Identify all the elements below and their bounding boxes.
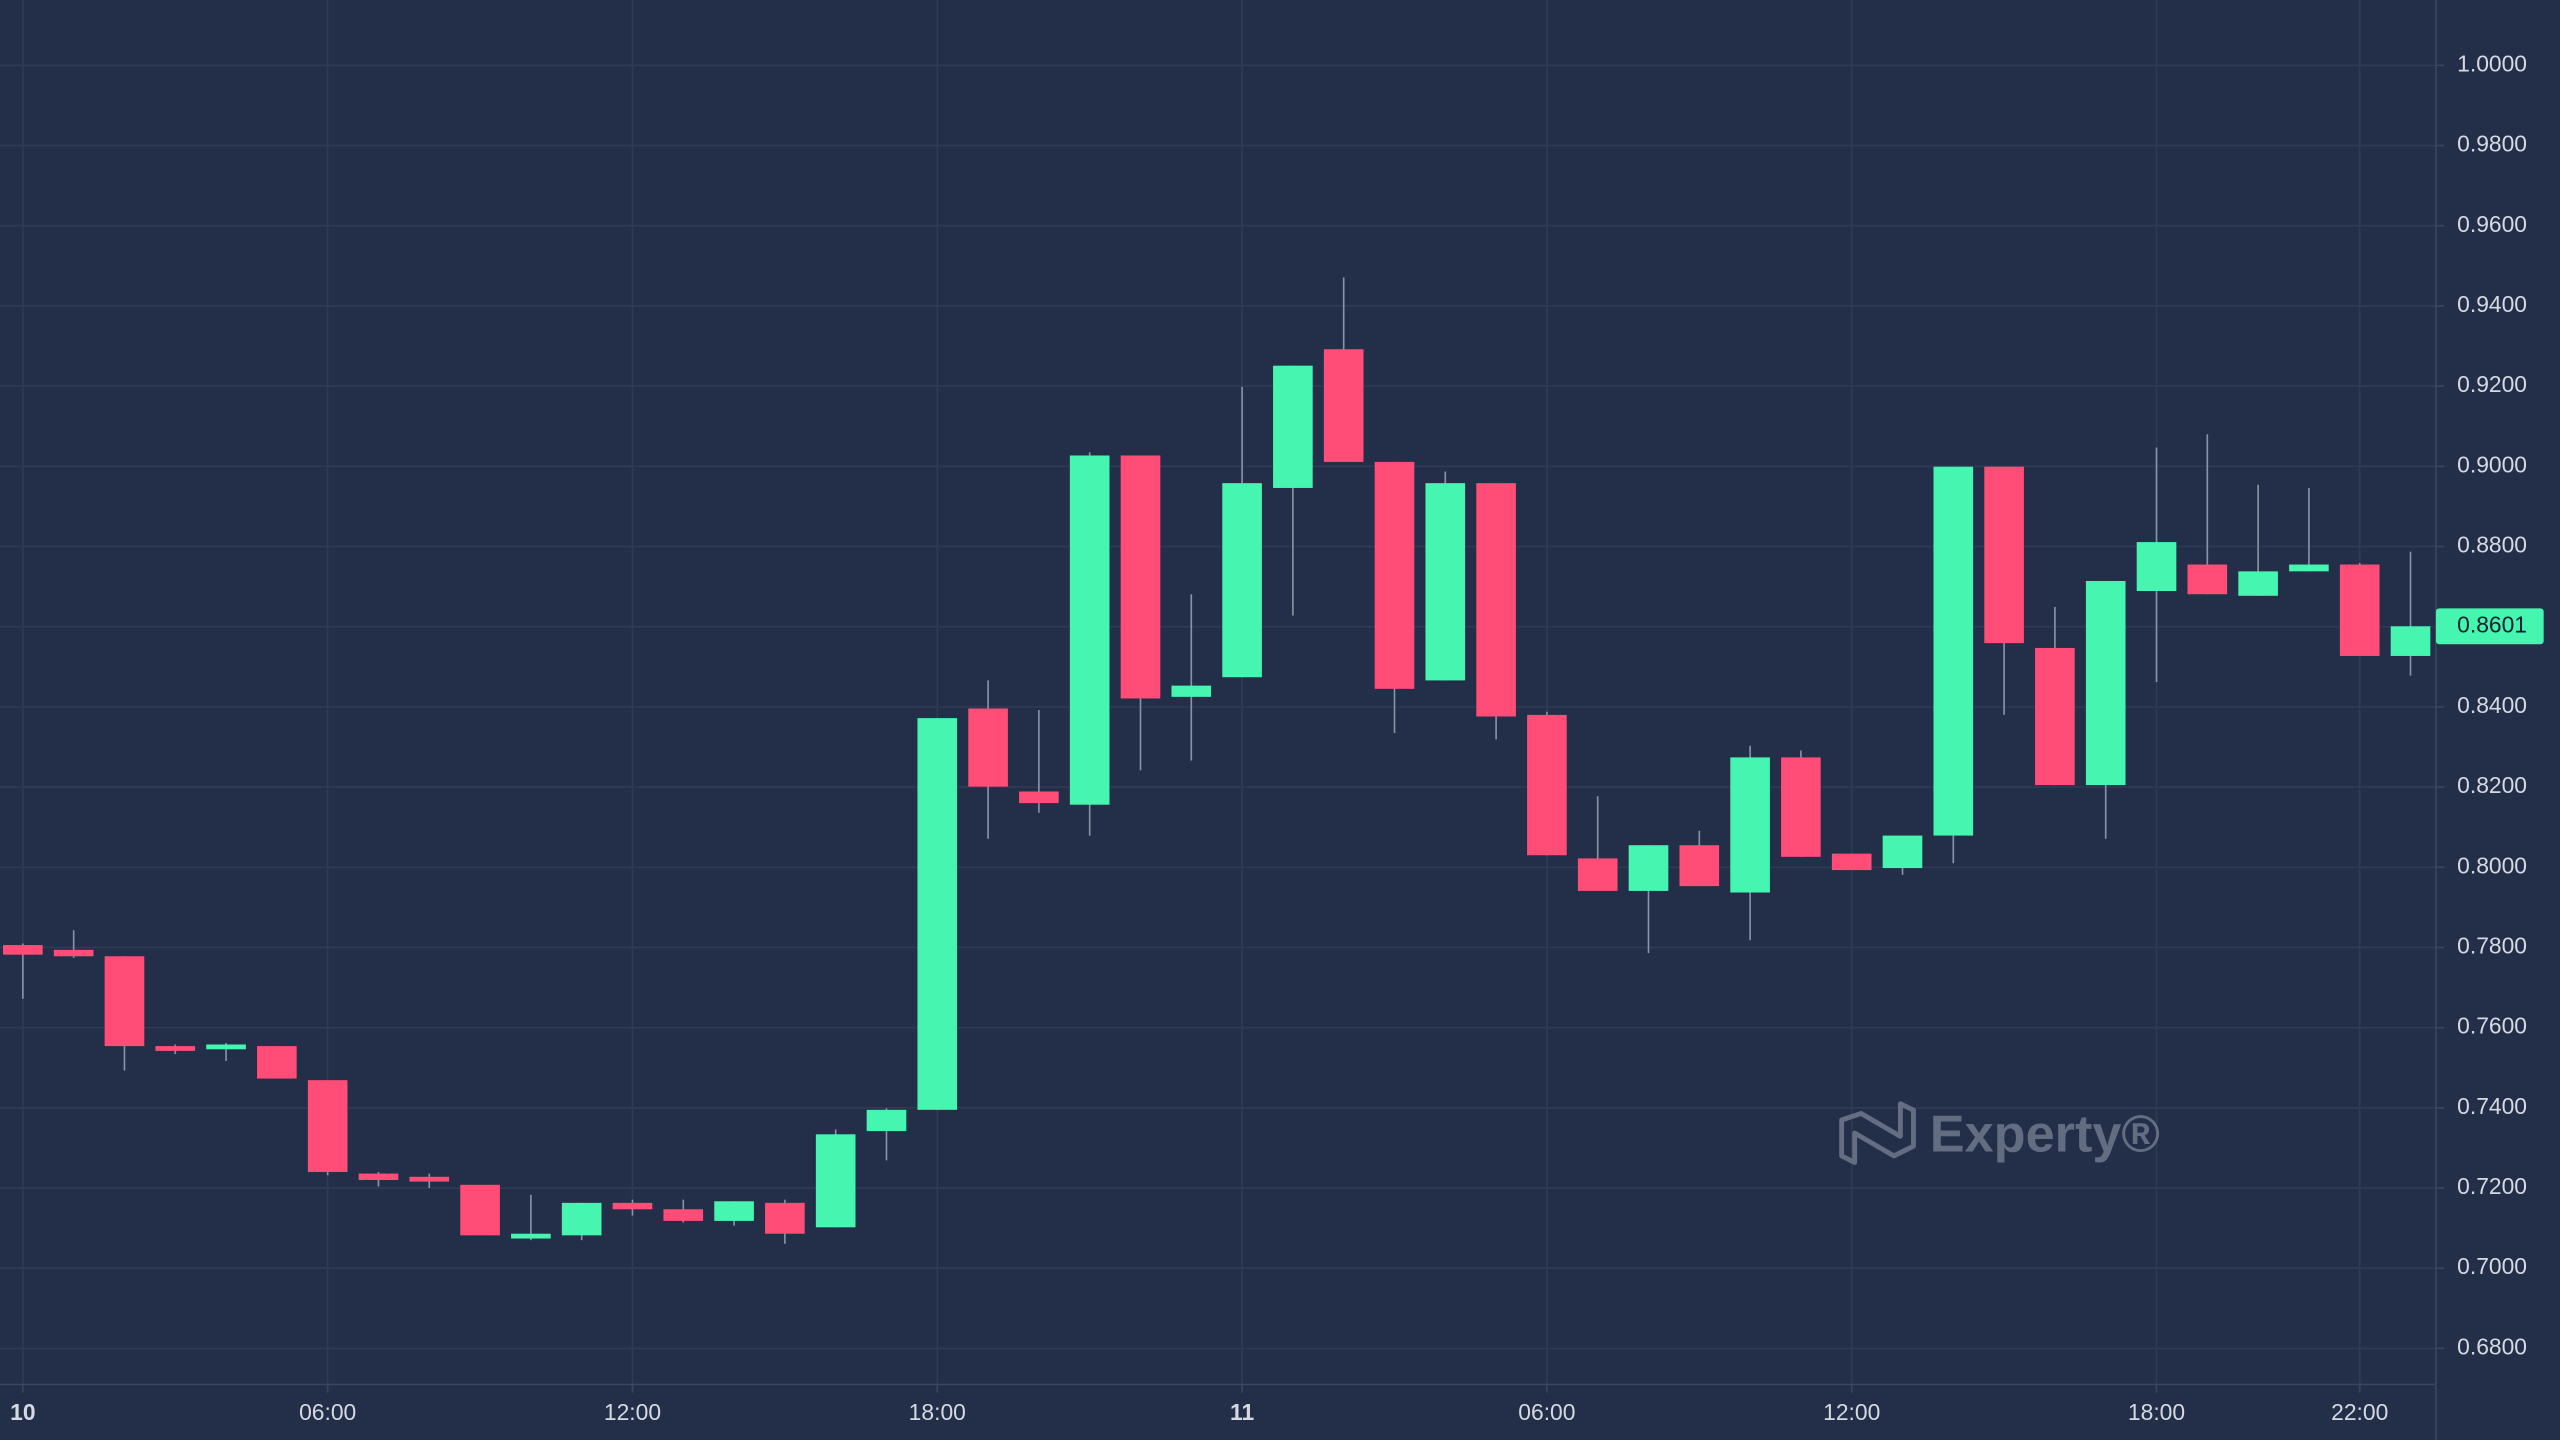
y-tick-label: 0.7400 bbox=[2457, 1093, 2527, 1119]
candle-body bbox=[1425, 483, 1466, 681]
candle-body bbox=[1577, 858, 1618, 891]
x-tick-label: 11 bbox=[1230, 1399, 1254, 1425]
y-tick-label: 0.9200 bbox=[2457, 371, 2527, 397]
candle-body bbox=[815, 1134, 856, 1228]
candles bbox=[3, 277, 2431, 1244]
candle-body bbox=[2289, 564, 2329, 572]
candle-body bbox=[206, 1044, 246, 1050]
candle-body bbox=[460, 1184, 500, 1236]
candle-body bbox=[511, 1233, 551, 1239]
candle-body bbox=[1069, 455, 1110, 805]
candle-body bbox=[561, 1202, 602, 1236]
candle-body bbox=[1527, 714, 1567, 856]
candle-body bbox=[2339, 564, 2380, 656]
last-price-tag bbox=[2435, 608, 2544, 645]
candle-body bbox=[1730, 757, 1770, 893]
candle-body bbox=[53, 949, 94, 957]
candle-body bbox=[2187, 564, 2228, 595]
last-price-label: 0.8601 bbox=[2457, 611, 2527, 637]
axes: 0.6800 0.7000 0.7200 0.7400 0.7600 0.7800 0.80… bbox=[10, 50, 2544, 1425]
candle-body bbox=[765, 1202, 805, 1234]
y-tick-label: 0.9600 bbox=[2457, 211, 2527, 237]
candle-body bbox=[2390, 626, 2431, 656]
candle-body bbox=[1933, 466, 1974, 836]
y-tick-label: 0.8800 bbox=[2457, 532, 2527, 558]
candle-body bbox=[1120, 455, 1161, 699]
candle-body bbox=[612, 1202, 653, 1210]
y-tick-label: 0.7000 bbox=[2457, 1253, 2527, 1279]
candle-body bbox=[358, 1173, 399, 1181]
candle-body bbox=[1273, 365, 1313, 488]
y-tick-label: 0.9400 bbox=[2457, 291, 2527, 317]
grid bbox=[0, 0, 2436, 1385]
candle-body bbox=[1882, 835, 1923, 869]
y-tick-label: 0.7800 bbox=[2457, 932, 2527, 958]
candle-body bbox=[257, 1046, 297, 1079]
y-tick-label: 0.6800 bbox=[2457, 1333, 2527, 1359]
y-tick-label: 0.7600 bbox=[2457, 1013, 2527, 1039]
candle-body bbox=[1781, 757, 1821, 857]
candle-body bbox=[104, 956, 145, 1047]
candle-body bbox=[1222, 483, 1262, 678]
y-tick-label: 0.9800 bbox=[2457, 131, 2527, 157]
candle-body bbox=[1628, 845, 1669, 891]
candle-body bbox=[307, 1080, 348, 1172]
y-tick-label: 0.8000 bbox=[2457, 852, 2527, 878]
x-tick-label: 18:00 bbox=[909, 1399, 966, 1425]
y-tick-label: 0.8400 bbox=[2457, 692, 2527, 718]
x-tick-label: 12:00 bbox=[1823, 1399, 1880, 1425]
y-tick-label: 1.0000 bbox=[2457, 50, 2527, 76]
candle-body bbox=[1374, 461, 1415, 689]
x-tick-label: 10 bbox=[10, 1399, 35, 1425]
candle-body bbox=[663, 1209, 704, 1221]
y-tick-label: 0.7200 bbox=[2457, 1173, 2527, 1199]
candle-body bbox=[2238, 571, 2278, 596]
watermark-text: Experty® bbox=[1930, 1106, 2160, 1164]
watermark: Experty® bbox=[1839, 1101, 2160, 1165]
candle-body bbox=[1476, 483, 1516, 717]
candle-body bbox=[2085, 580, 2126, 786]
candle-body bbox=[917, 718, 958, 1110]
candle-body bbox=[1679, 845, 1720, 887]
candle-body bbox=[155, 1046, 196, 1051]
candle-body bbox=[714, 1201, 754, 1221]
y-tick-label: 0.8200 bbox=[2457, 772, 2527, 798]
candle-body bbox=[866, 1109, 907, 1132]
candle-body bbox=[1831, 853, 1872, 871]
x-tick-label: 22:00 bbox=[2331, 1399, 2388, 1425]
candle-body bbox=[2136, 542, 2177, 592]
watermark-logo bbox=[1839, 1101, 1916, 1165]
x-tick-label: 06:00 bbox=[1518, 1399, 1575, 1425]
candle-body bbox=[409, 1176, 450, 1182]
candle-body bbox=[2035, 647, 2075, 786]
candle-body bbox=[1171, 685, 1212, 697]
candle-body bbox=[968, 708, 1008, 787]
candle-body bbox=[1984, 466, 2024, 644]
candle-body bbox=[1323, 349, 1364, 462]
x-tick-label: 18:00 bbox=[2128, 1399, 2185, 1425]
x-tick-label: 12:00 bbox=[604, 1399, 661, 1425]
x-tick-label: 06:00 bbox=[299, 1399, 356, 1425]
candle-body bbox=[1019, 791, 1059, 804]
candle-body bbox=[3, 945, 43, 955]
y-tick-label: 0.9000 bbox=[2457, 451, 2527, 477]
